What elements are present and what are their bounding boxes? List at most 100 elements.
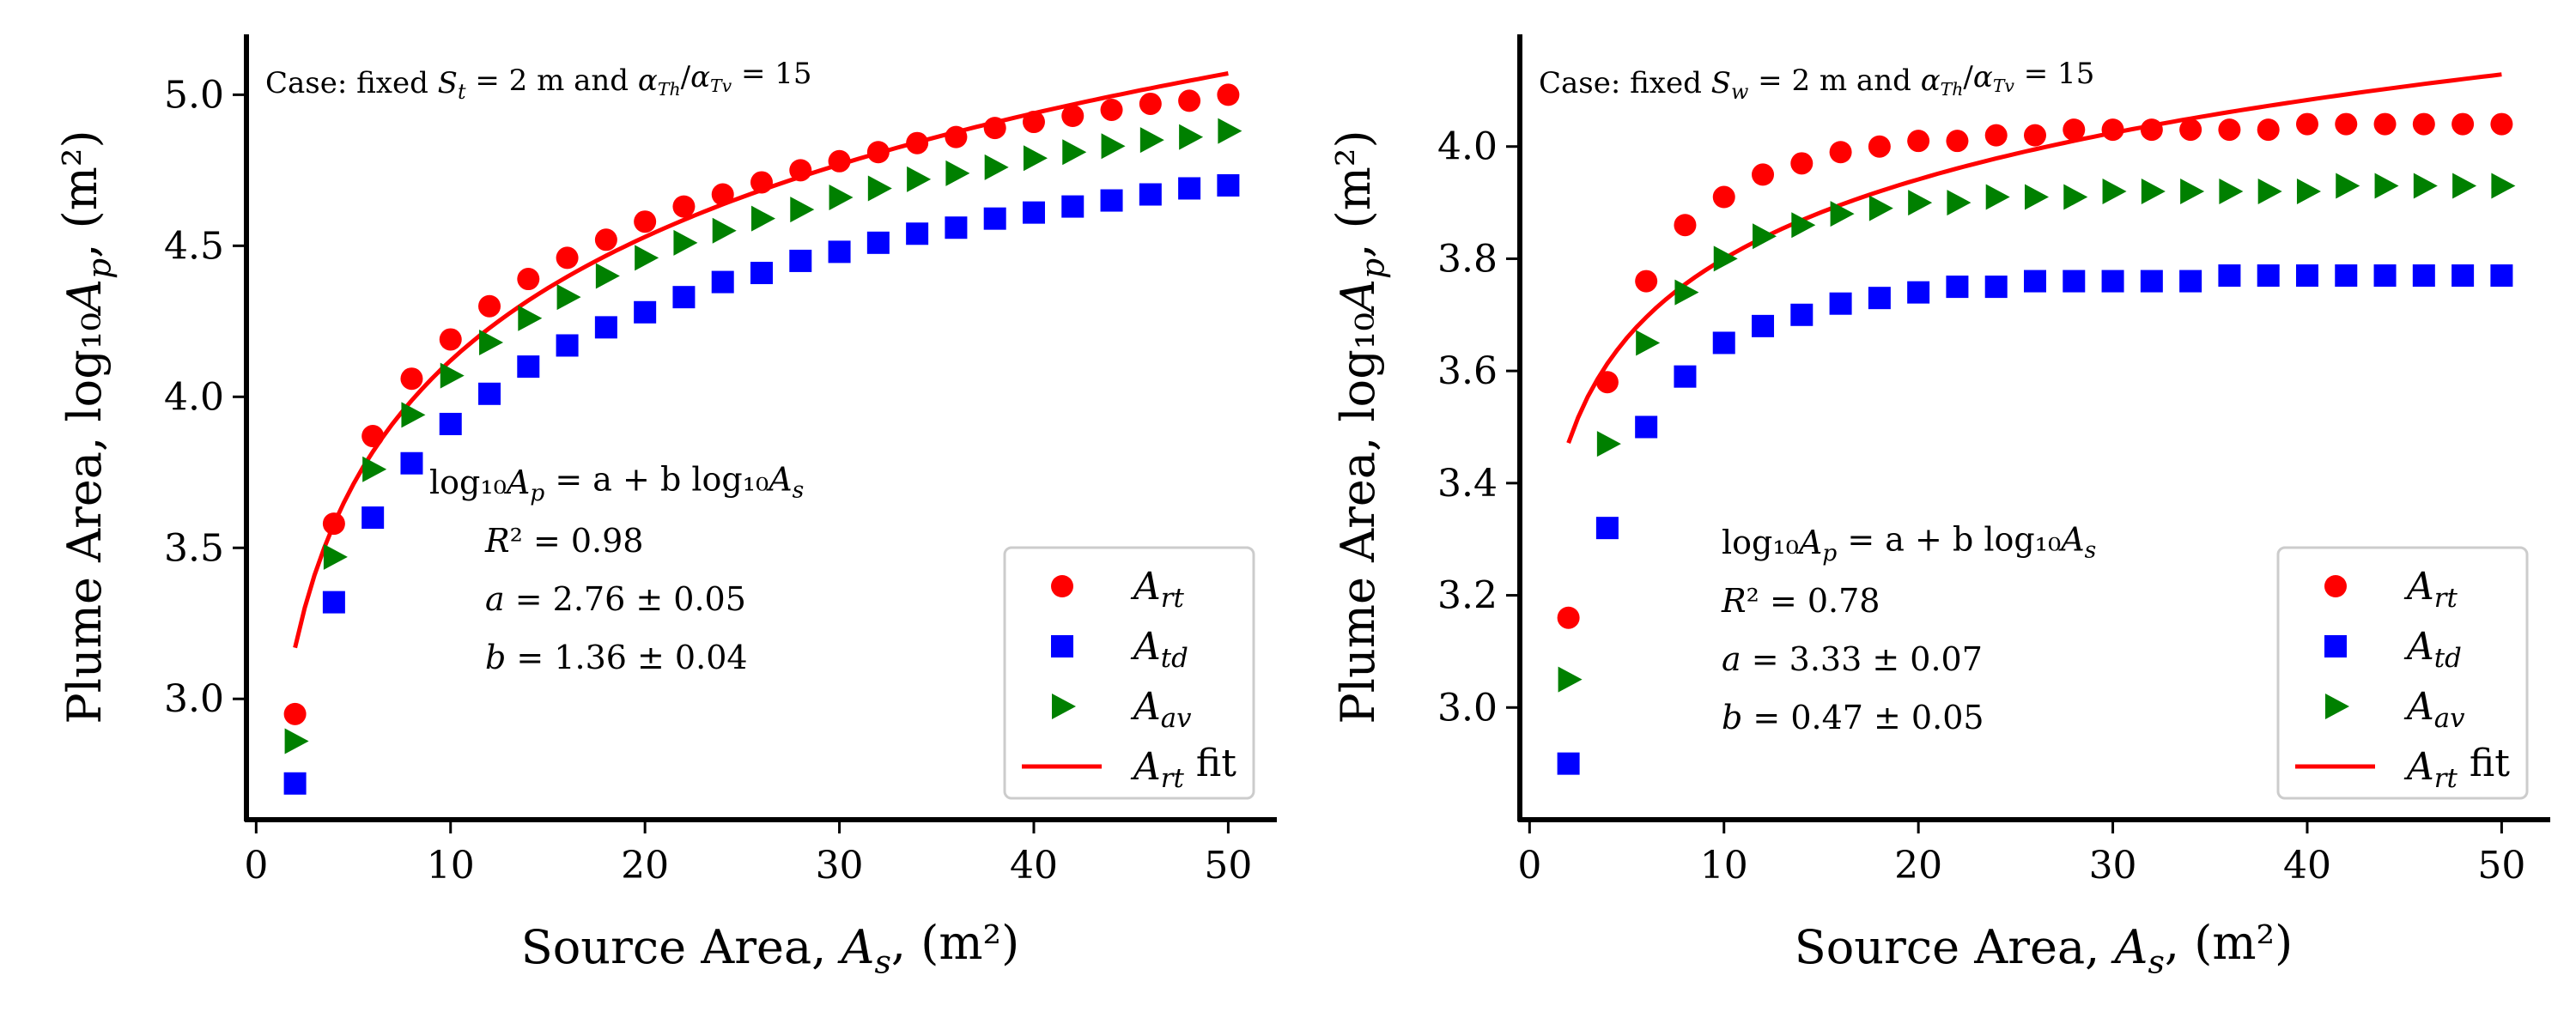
legend-label-a-av: Aav​ bbox=[2403, 685, 2465, 734]
data-point bbox=[322, 591, 345, 614]
series-a-rt bbox=[1557, 112, 2513, 629]
data-point bbox=[1635, 415, 1658, 439]
legend-label-fit: Art​ fit bbox=[2403, 742, 2510, 794]
data-point bbox=[828, 149, 851, 173]
series-a-td bbox=[283, 173, 1240, 795]
legend: Art​ Atd​ Aav​ Art​ fit bbox=[2276, 546, 2529, 800]
y-axis-label: Plume Area, log₁₀Ap, (m²) bbox=[53, 130, 118, 724]
data-point bbox=[750, 171, 773, 194]
data-point bbox=[1595, 517, 1619, 540]
x-tick-label: 30 bbox=[2089, 844, 2137, 888]
series-a-av bbox=[1558, 173, 2516, 693]
x-tick-label: 30 bbox=[816, 844, 864, 888]
data-point bbox=[673, 229, 698, 256]
data-point bbox=[517, 355, 540, 379]
legend-marker-a-td bbox=[1051, 635, 1073, 657]
y-tick-label: 3.8 bbox=[1437, 237, 1498, 281]
data-point bbox=[1712, 185, 1735, 209]
x-tick-label: 10 bbox=[1700, 844, 1748, 888]
data-point bbox=[1790, 303, 1814, 326]
data-point bbox=[983, 207, 1006, 230]
fit-coefficient-a: a = 2.76 ± 0.05 bbox=[485, 580, 746, 618]
data-point bbox=[2179, 270, 2202, 293]
legend-marker-a-td bbox=[2324, 635, 2347, 657]
data-point bbox=[595, 263, 620, 289]
data-point bbox=[2024, 124, 2046, 147]
data-point bbox=[401, 402, 426, 428]
data-point bbox=[1595, 371, 1619, 394]
fit-equation: log₁₀Ap​ = a + b log₁₀As​ bbox=[1722, 521, 2096, 566]
data-point bbox=[2101, 270, 2124, 293]
data-point bbox=[2140, 270, 2163, 293]
legend-frame bbox=[1003, 546, 1255, 800]
data-point bbox=[1178, 89, 1201, 112]
data-point bbox=[1023, 145, 1048, 172]
legend-label-a-rt: Art​ bbox=[2403, 565, 2458, 614]
data-point bbox=[2491, 173, 2516, 199]
chart-panel-1: 0 10 20 30 40 50 3.0 3.5 4.0 4.5 5.0 Source Area, A… bbox=[53, 34, 1277, 980]
data-point bbox=[1985, 184, 2010, 210]
data-point bbox=[2490, 264, 2513, 288]
case-label: Case: fixed Sw = 2 m and αTh/αTv = 15 bbox=[1539, 57, 2094, 104]
data-point bbox=[2102, 179, 2127, 204]
data-point bbox=[2295, 264, 2318, 288]
data-point bbox=[1946, 130, 1969, 153]
data-point bbox=[634, 210, 657, 233]
x-tick-label: 20 bbox=[621, 844, 669, 888]
x-tick-label: 50 bbox=[1204, 844, 1252, 888]
data-point bbox=[1868, 287, 1891, 310]
data-point bbox=[1752, 163, 1775, 186]
data-point bbox=[829, 185, 854, 211]
data-point bbox=[789, 249, 812, 272]
x-tick-label: 50 bbox=[2477, 844, 2525, 888]
data-point bbox=[517, 268, 540, 291]
data-point bbox=[1713, 245, 1738, 272]
data-point bbox=[1022, 111, 1045, 134]
x-tick-label: 0 bbox=[1517, 844, 1541, 888]
x-tick-label: 20 bbox=[1894, 844, 1942, 888]
series-a-av bbox=[284, 118, 1242, 754]
data-point bbox=[634, 300, 657, 324]
y-tick-label: 4.0 bbox=[1437, 125, 1498, 169]
data-point bbox=[1984, 124, 2008, 147]
data-point bbox=[2412, 112, 2435, 136]
data-point bbox=[2336, 173, 2360, 199]
data-point bbox=[1946, 276, 1969, 299]
data-point bbox=[1139, 92, 1162, 115]
data-point bbox=[1139, 183, 1162, 206]
x-axis-label: Source Area, As, (m²) bbox=[1795, 916, 2293, 980]
x-tick-label: 40 bbox=[1010, 844, 1058, 888]
fit-r-squared: R² = 0.98 bbox=[484, 522, 643, 560]
data-point bbox=[672, 286, 696, 309]
data-point bbox=[1790, 152, 1814, 175]
data-point bbox=[1829, 292, 1852, 315]
data-point bbox=[1752, 314, 1775, 337]
data-point bbox=[750, 262, 773, 285]
data-point bbox=[945, 160, 970, 186]
data-point bbox=[828, 240, 851, 264]
y-tick-label: 5.0 bbox=[164, 73, 224, 117]
data-point bbox=[556, 246, 579, 270]
data-point bbox=[1791, 212, 1816, 239]
data-point bbox=[1100, 98, 1123, 121]
data-point bbox=[2063, 184, 2088, 210]
data-point bbox=[1061, 195, 1084, 218]
data-point bbox=[866, 231, 890, 254]
data-point bbox=[1674, 214, 1697, 237]
data-point bbox=[1907, 130, 1930, 153]
data-point bbox=[2063, 270, 2086, 293]
data-point bbox=[1218, 118, 1242, 144]
data-point bbox=[556, 284, 581, 311]
data-point bbox=[1558, 666, 1583, 693]
legend-label-a-td: Atd​ bbox=[1130, 625, 1188, 674]
x-tick-label: 40 bbox=[2283, 844, 2331, 888]
legend-label-fit: Art​ fit bbox=[1130, 742, 1236, 794]
data-point bbox=[1753, 223, 1777, 250]
legend-label-a-rt: Art​ bbox=[1130, 565, 1185, 614]
data-point bbox=[556, 334, 579, 357]
data-point bbox=[1139, 127, 1164, 154]
data-point bbox=[945, 125, 968, 148]
data-point bbox=[1674, 279, 1699, 306]
y-tick-label: 3.0 bbox=[164, 677, 224, 721]
